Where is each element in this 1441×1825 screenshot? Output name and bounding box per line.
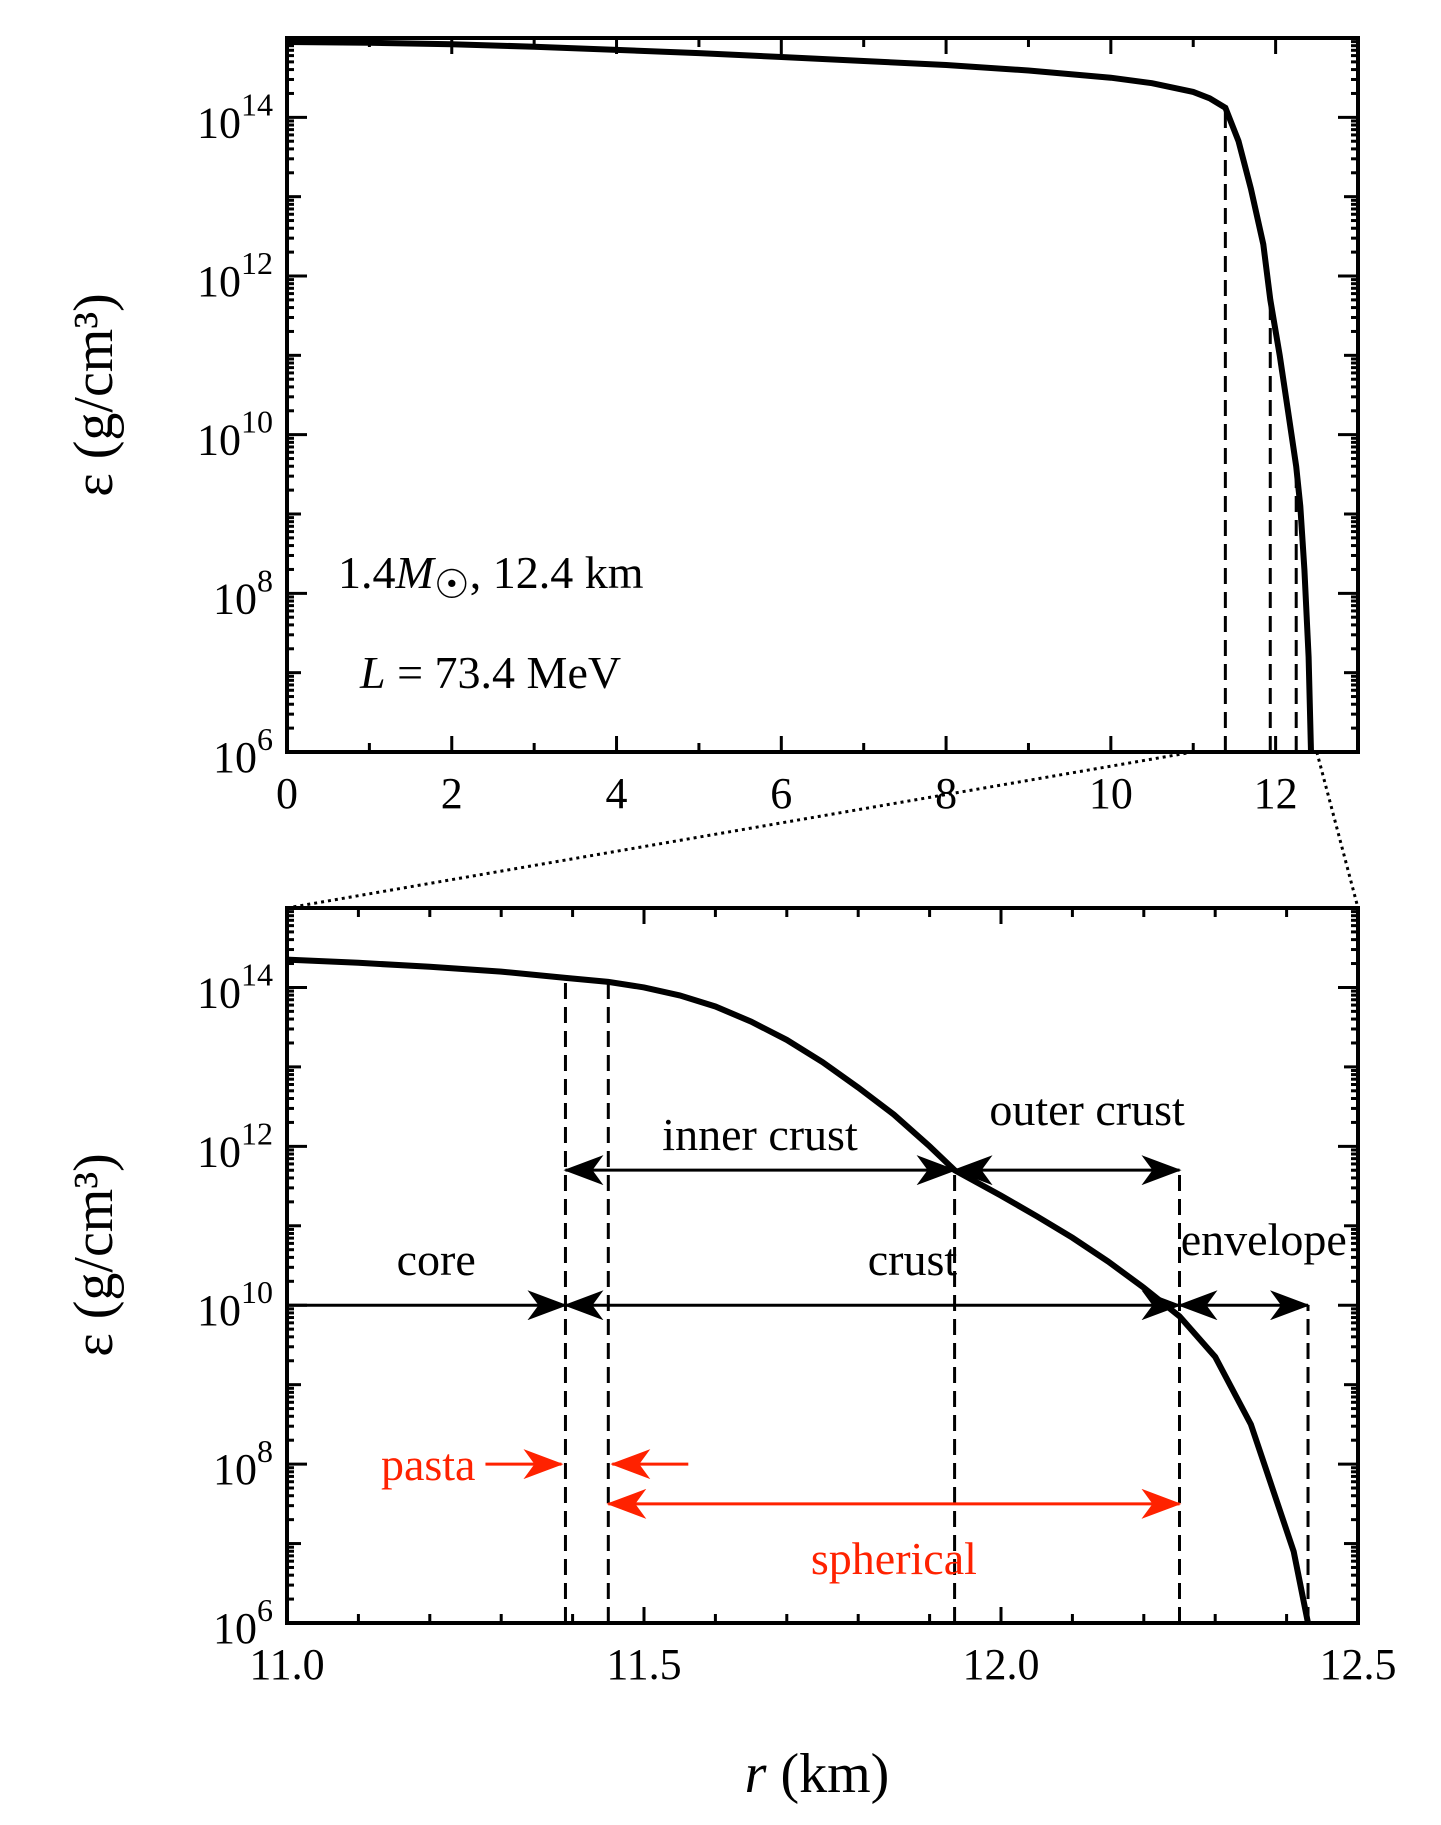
top-y-tick-label: 106 <box>213 721 273 782</box>
tick-exponent: 10 <box>241 404 273 440</box>
top-y-tick-label: 1010 <box>197 404 273 465</box>
slope-annotation: L = 73.4 MeV <box>359 647 621 698</box>
top-y-tick-label: 1014 <box>197 86 273 147</box>
tick-exponent: 6 <box>257 721 273 757</box>
bottom-density-curve <box>286 956 1311 1624</box>
radius-text: , 12.4 km <box>470 547 644 598</box>
top-x-tick-label: 8 <box>935 769 957 818</box>
slope-value: = 73.4 MeV <box>386 647 621 698</box>
tick-exponent: 10 <box>241 1274 273 1310</box>
bottom-y-tick-label: 1014 <box>197 956 273 1017</box>
tick-exponent: 14 <box>241 956 273 992</box>
crust-label: crust <box>868 1234 958 1285</box>
bottom-y-tick-label: 106 <box>213 1592 273 1653</box>
top-x-tick-label: 10 <box>1089 769 1133 818</box>
solar-symbol: ☉ <box>434 562 470 607</box>
top-chart-panel: 0 2 4 6 8 10 12 106 108 1010 1012 1014 ε… <box>63 36 1360 818</box>
tick-base: 10 <box>213 574 257 623</box>
top-x-tick-label: 12 <box>1254 769 1298 818</box>
bottom-y-tick-label: 1010 <box>197 1274 273 1335</box>
tick-base: 10 <box>197 416 241 465</box>
mass-unit: M <box>395 547 437 598</box>
top-x-tick-label: 4 <box>606 769 628 818</box>
mass-value: 1.4 <box>338 547 396 598</box>
x-axis-unit: (km) <box>766 1743 889 1805</box>
core-label: core <box>397 1234 476 1285</box>
bottom-y-axis-title: ε (g/cm³) <box>63 1153 125 1357</box>
bottom-x-tick-label: 12.5 <box>1320 1640 1397 1689</box>
tick-base: 10 <box>213 733 257 782</box>
top-density-curve <box>286 39 1314 753</box>
bottom-x-tick-label: 11.0 <box>249 1640 324 1689</box>
top-x-tick-label: 6 <box>770 769 792 818</box>
top-x-tick-label: 0 <box>276 769 298 818</box>
tick-exponent: 12 <box>241 245 273 281</box>
tick-exponent: 14 <box>241 86 273 122</box>
top-x-tick-label: 2 <box>441 769 463 818</box>
top-plot-frame <box>285 36 1360 754</box>
outer-crust-label: outer crust <box>989 1084 1185 1135</box>
zoom-connector-right <box>1315 751 1360 909</box>
bottom-plot-frame <box>285 906 1360 1625</box>
pasta-label: pasta <box>381 1439 476 1490</box>
x-axis-symbol: r <box>745 1743 767 1805</box>
tick-base: 10 <box>197 98 241 147</box>
top-y-tick-label: 1012 <box>197 245 273 306</box>
tick-exponent: 6 <box>257 1592 273 1628</box>
bottom-x-tick-label: 11.5 <box>606 1640 681 1689</box>
mass-radius-annotation: 1.4M☉, 12.4 km <box>338 547 644 607</box>
inner-crust-label: inner crust <box>662 1109 858 1160</box>
envelope-label: envelope <box>1181 1214 1347 1265</box>
slope-symbol: L <box>359 647 386 698</box>
top-tick-marks <box>285 36 1358 754</box>
top-y-axis-title: ε (g/cm³) <box>63 293 125 497</box>
spherical-label: spherical <box>811 1533 977 1584</box>
tick-base: 10 <box>197 968 241 1017</box>
tick-exponent: 8 <box>257 1433 273 1469</box>
tick-base: 10 <box>197 257 241 306</box>
tick-base: 10 <box>197 1127 241 1176</box>
bottom-chart-panel: inner crust outer crust core crust envel… <box>63 906 1397 1805</box>
tick-base: 10 <box>213 1445 257 1494</box>
bottom-x-tick-label: 12.0 <box>963 1640 1040 1689</box>
zoom-connector-left <box>286 750 1194 910</box>
tick-base: 10 <box>197 1286 241 1335</box>
top-y-tick-label: 108 <box>213 562 273 623</box>
bottom-y-tick-label: 108 <box>213 1433 273 1494</box>
tick-exponent: 12 <box>241 1115 273 1151</box>
tick-base: 10 <box>213 1604 257 1653</box>
bottom-x-axis-title: r (km) <box>745 1743 890 1805</box>
tick-exponent: 8 <box>257 562 273 598</box>
bottom-y-tick-label: 1012 <box>197 1115 273 1176</box>
